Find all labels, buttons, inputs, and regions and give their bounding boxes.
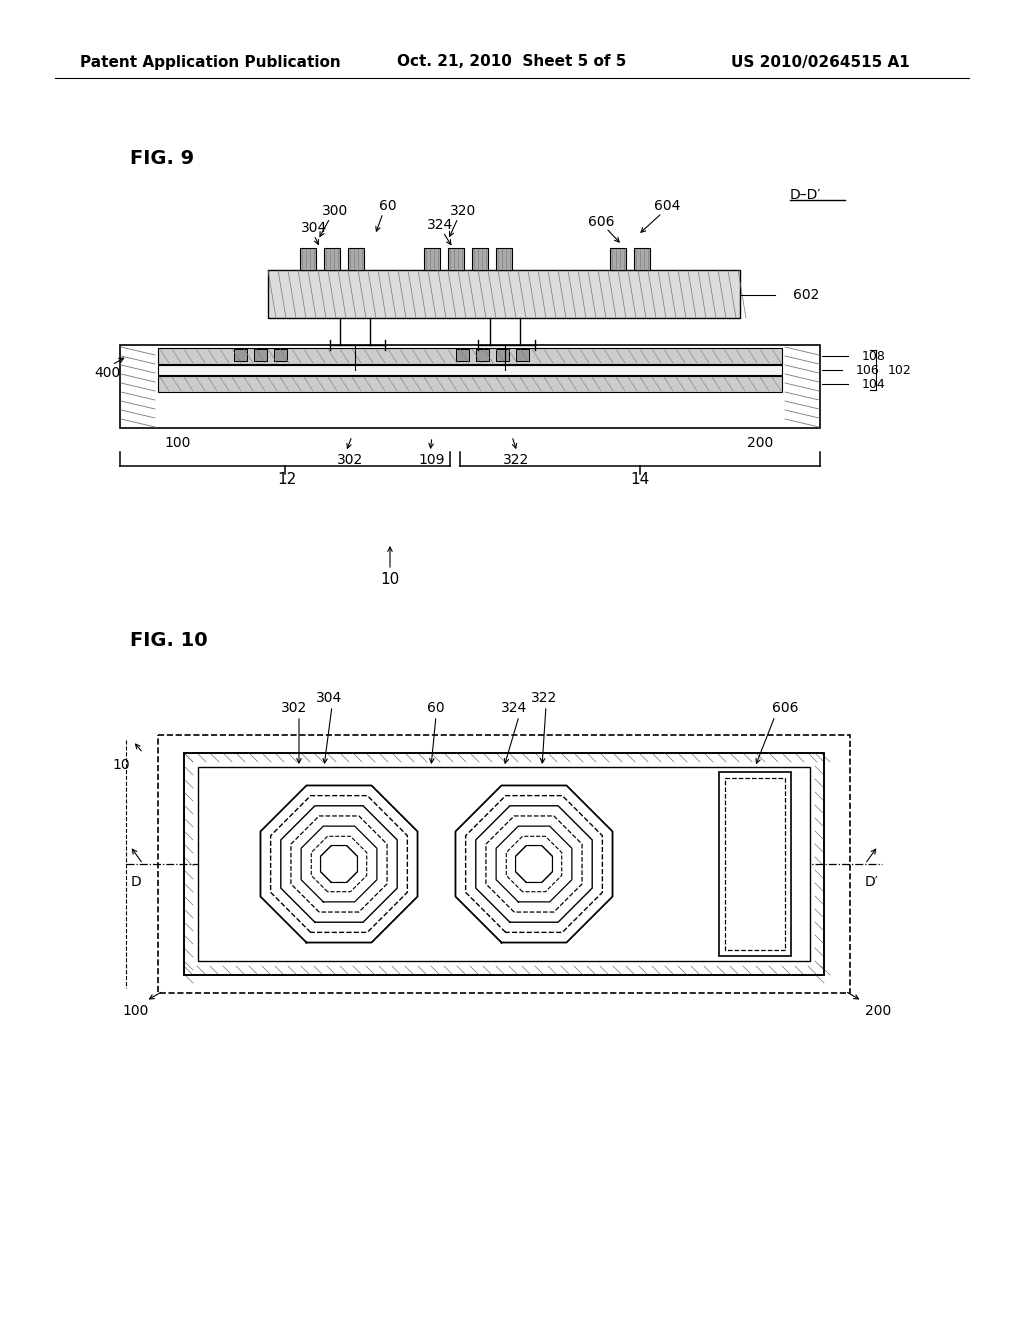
Text: FIG. 10: FIG. 10	[130, 631, 208, 649]
Text: 106: 106	[856, 363, 880, 376]
Text: 322: 322	[530, 690, 557, 705]
FancyBboxPatch shape	[516, 348, 529, 360]
Text: Patent Application Publication: Patent Application Publication	[80, 54, 340, 70]
Text: 602: 602	[793, 288, 819, 302]
Text: Oct. 21, 2010  Sheet 5 of 5: Oct. 21, 2010 Sheet 5 of 5	[397, 54, 627, 70]
Text: 60: 60	[427, 701, 444, 715]
Text: D–D′: D–D′	[790, 187, 821, 202]
Text: 200: 200	[865, 1005, 891, 1018]
Text: 606: 606	[588, 215, 614, 228]
Text: 108: 108	[862, 350, 886, 363]
Text: 604: 604	[653, 199, 680, 213]
FancyBboxPatch shape	[496, 348, 509, 360]
Text: 304: 304	[301, 220, 327, 235]
FancyBboxPatch shape	[158, 348, 782, 364]
Text: 320: 320	[450, 205, 476, 218]
Text: 304: 304	[315, 690, 342, 705]
FancyBboxPatch shape	[634, 248, 650, 271]
FancyBboxPatch shape	[496, 248, 512, 271]
Text: 302: 302	[337, 453, 364, 467]
FancyBboxPatch shape	[158, 376, 782, 392]
Text: D: D	[131, 875, 141, 888]
FancyBboxPatch shape	[254, 348, 267, 360]
FancyBboxPatch shape	[610, 248, 626, 271]
Text: 400: 400	[94, 366, 120, 380]
FancyBboxPatch shape	[719, 772, 791, 956]
Text: 12: 12	[278, 473, 297, 487]
FancyBboxPatch shape	[449, 248, 464, 271]
FancyBboxPatch shape	[348, 248, 364, 271]
Text: 324: 324	[501, 701, 527, 715]
FancyBboxPatch shape	[476, 348, 489, 360]
Text: 60: 60	[379, 199, 397, 213]
Text: 102: 102	[888, 363, 911, 376]
Text: US 2010/0264515 A1: US 2010/0264515 A1	[731, 54, 909, 70]
FancyBboxPatch shape	[184, 752, 824, 975]
FancyBboxPatch shape	[120, 345, 820, 428]
FancyBboxPatch shape	[158, 366, 782, 375]
Text: 302: 302	[281, 701, 307, 715]
Text: 104: 104	[862, 378, 886, 391]
Text: 606: 606	[772, 701, 799, 715]
FancyBboxPatch shape	[456, 348, 469, 360]
Text: 100: 100	[165, 436, 191, 450]
FancyBboxPatch shape	[268, 271, 740, 318]
Text: 324: 324	[427, 218, 454, 232]
FancyBboxPatch shape	[274, 348, 287, 360]
Text: 300: 300	[322, 205, 348, 218]
FancyBboxPatch shape	[472, 248, 488, 271]
FancyBboxPatch shape	[300, 248, 316, 271]
Text: 200: 200	[746, 436, 773, 450]
Text: D′: D′	[865, 875, 879, 888]
Text: 10: 10	[380, 573, 399, 587]
Text: 322: 322	[503, 453, 529, 467]
FancyBboxPatch shape	[424, 248, 440, 271]
Text: 14: 14	[631, 473, 649, 487]
FancyBboxPatch shape	[198, 767, 810, 961]
FancyBboxPatch shape	[234, 348, 247, 360]
Text: 100: 100	[123, 1005, 150, 1018]
Text: 10: 10	[113, 758, 130, 772]
Text: FIG. 9: FIG. 9	[130, 149, 195, 168]
Text: 109: 109	[419, 453, 445, 467]
FancyBboxPatch shape	[324, 248, 340, 271]
